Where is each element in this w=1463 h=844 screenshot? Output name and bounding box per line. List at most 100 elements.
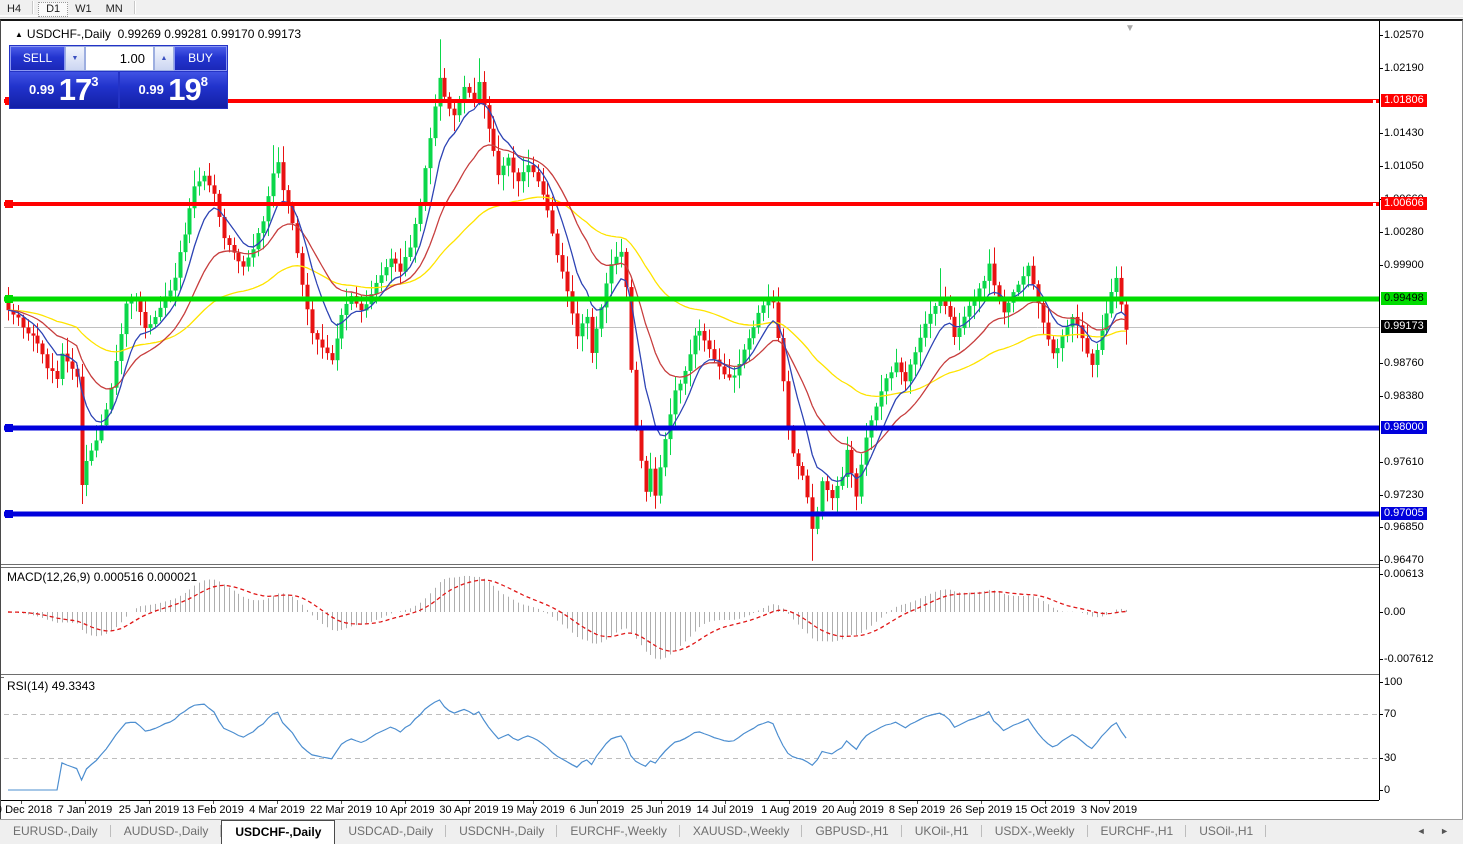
volume-input[interactable]: 1.00 (85, 46, 154, 71)
date-axis-label: 3 Nov 2019 (1080, 804, 1138, 816)
axis-tick (1379, 462, 1383, 463)
axis-tick (1379, 166, 1383, 167)
macd-panel-canvas[interactable] (4, 568, 1382, 674)
sell-price-pip: 3 (91, 74, 99, 89)
axis-tick (1379, 68, 1383, 69)
date-axis-tick (469, 801, 470, 804)
sell-price-button[interactable]: 0.99 173 (10, 72, 118, 108)
date-axis-tick (341, 801, 342, 804)
rsi-panel-canvas[interactable] (4, 677, 1382, 801)
date-axis-label: 7 Jan 2019 (57, 804, 113, 816)
level-price-badge[interactable]: 1.01806 (1381, 94, 1427, 107)
macd-axis-label: 0.00613 (1384, 568, 1424, 580)
rsi-indicator-label: RSI(14) 49.3343 (7, 679, 96, 693)
axis-tick (1379, 714, 1383, 715)
timeframe-button-w1[interactable]: W1 (75, 3, 92, 15)
date-axis-label: 14 Jul 2019 (696, 804, 754, 816)
chart-window: 1.025701.021901.014301.010501.006601.002… (0, 19, 1463, 820)
macd-axis-label: 0.00 (1384, 606, 1406, 618)
chart-title: ▲ USDCHF-,Daily 0.99269 0.99281 0.99170 0… (15, 27, 301, 41)
axis-tick (1379, 659, 1383, 660)
date-axis-label: 20 Aug 2019 (822, 804, 884, 816)
date-axis-label: 4 Mar 2019 (249, 804, 305, 816)
rsi-axis-label: 70 (1384, 708, 1397, 720)
price-axis-label: 0.98760 (1384, 357, 1424, 369)
volume-increase-button[interactable]: ▲ (154, 46, 174, 71)
axis-tick (1379, 790, 1383, 791)
buy-price-prefix: 0.99 (138, 82, 164, 97)
timeframe-button-d1[interactable]: D1 (38, 2, 69, 17)
date-axis-tick (853, 801, 854, 804)
date-axis-tick (149, 801, 150, 804)
price-axis[interactable] (1379, 21, 1461, 800)
chart-tab-ukoil-h1[interactable]: UKOil-,H1 (902, 820, 982, 844)
axis-tick (1379, 527, 1383, 528)
chart-ohlc-values: 0.99269 0.99281 0.99170 0.99173 (117, 27, 302, 41)
rsi-axis-label: 30 (1384, 752, 1397, 764)
chart-tab-eurchf-h1[interactable]: EURCHF-,H1 (1088, 820, 1187, 844)
price-axis-label: 1.02190 (1384, 62, 1424, 74)
date-axis-label: 19 May 2019 (501, 804, 565, 816)
price-axis-label: 0.97610 (1384, 456, 1424, 468)
axis-tick (1379, 396, 1383, 397)
chart-tab-usoil-h1[interactable]: USOil-,H1 (1186, 820, 1267, 844)
volume-decrease-button[interactable]: ▼ (65, 46, 85, 71)
level-price-badge[interactable]: 1.00606 (1381, 197, 1427, 210)
date-axis-tick (405, 801, 406, 804)
panel-divider[interactable] (1, 564, 1379, 568)
axis-tick (1379, 682, 1383, 683)
axis-tick (1379, 560, 1383, 561)
rsi-axis-label: 0 (1384, 784, 1391, 796)
level-price-badge[interactable]: 0.98000 (1381, 421, 1427, 434)
sell-price-main: 17 (58, 72, 92, 107)
axis-tick (1379, 133, 1383, 134)
chart-tab-usdcnh-daily[interactable]: USDCNH-,Daily (446, 820, 558, 844)
price-axis-label: 0.97230 (1384, 489, 1424, 501)
axis-tick (1379, 574, 1383, 575)
axis-tick (1379, 232, 1383, 233)
level-price-badge[interactable]: 0.97005 (1381, 507, 1427, 520)
chart-tab-eurusd-daily[interactable]: EURUSD-,Daily (0, 820, 111, 844)
chart-tab-usdchf-daily[interactable]: USDCHF-,Daily (221, 820, 336, 844)
sell-button[interactable]: SELL (10, 46, 65, 71)
axis-tick (1379, 758, 1383, 759)
collapse-arrow-icon[interactable]: ▲ (15, 30, 23, 39)
tab-scroll-arrows[interactable]: ◄ ► (1416, 826, 1455, 836)
date-axis-label: 30 Apr 2019 (439, 804, 499, 816)
axis-tick (1379, 35, 1383, 36)
chart-tab-usdx-weekly[interactable]: USDX-,Weekly (982, 820, 1088, 844)
price-chart-canvas[interactable] (4, 24, 1382, 564)
date-axis-label: 15 Oct 2019 (1015, 804, 1075, 816)
chart-tab-usdcad-daily[interactable]: USDCAD-,Daily (335, 820, 447, 844)
axis-tick (1379, 612, 1383, 613)
level-price-badge[interactable]: 0.99498 (1381, 292, 1427, 305)
price-axis-label: 0.98380 (1384, 390, 1424, 402)
date-axis-label: 13 Feb 2019 (182, 804, 244, 816)
price-axis-label: 1.02570 (1384, 29, 1424, 41)
timeframe-button-mn[interactable]: MN (105, 3, 123, 15)
date-axis-tick (277, 801, 278, 804)
price-axis-label: 1.01430 (1384, 127, 1424, 139)
date-axis-tick (789, 801, 790, 804)
chart-shift-marker-icon[interactable]: ▼ (1125, 23, 1135, 34)
toolbar-separator (32, 1, 35, 14)
buy-price-button[interactable]: 0.99 198 (119, 72, 227, 108)
chart-tab-audusd-daily[interactable]: AUDUSD-,Daily (111, 820, 222, 844)
date-axis-tick (533, 801, 534, 804)
date-axis-tick (1045, 801, 1046, 804)
buy-price-pip: 8 (200, 74, 208, 89)
timeframe-button-h4[interactable]: H4 (7, 3, 22, 15)
chart-tab-xauusd-weekly[interactable]: XAUUSD-,Weekly (680, 820, 803, 844)
date-axis-tick (661, 801, 662, 804)
date-axis-tick (213, 801, 214, 804)
date-axis-label: 26 Sep 2019 (949, 804, 1013, 816)
timeframe-toolbar: H4 D1 W1 MN (0, 0, 1463, 18)
date-axis-tick (21, 801, 22, 804)
chart-tab-eurchf-weekly[interactable]: EURCHF-,Weekly (557, 820, 680, 844)
date-axis-tick (597, 801, 598, 804)
date-axis-tick (981, 801, 982, 804)
chart-tab-gbpusd-h1[interactable]: GBPUSD-,H1 (802, 820, 902, 844)
buy-button[interactable]: BUY (174, 46, 227, 71)
date-axis-label: 8 Sep 2019 (888, 804, 946, 816)
